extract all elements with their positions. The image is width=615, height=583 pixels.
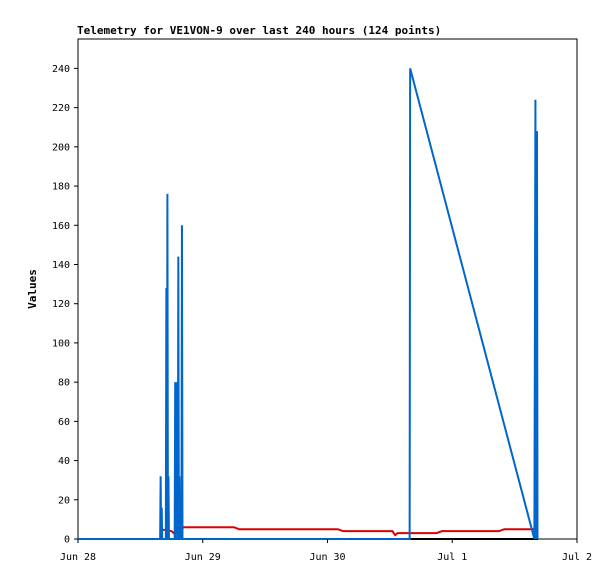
y-tick-label: 240 — [52, 64, 70, 75]
y-tick-label: 220 — [52, 103, 70, 114]
y-tick-label: 40 — [58, 456, 70, 467]
y-tick-label: 180 — [52, 182, 70, 193]
x-tick-label: Jun 28 — [60, 552, 96, 563]
y-tick-label: 100 — [52, 338, 70, 349]
x-tick-label: Jun 29 — [185, 552, 221, 563]
y-tick-label: 20 — [58, 495, 70, 506]
x-tick-label: Jul 1 — [437, 552, 467, 563]
series-line-1 — [78, 68, 539, 540]
plot-area — [77, 38, 578, 540]
x-tick-label: Jun 30 — [309, 552, 345, 563]
y-tick-label: 120 — [52, 299, 70, 310]
y-tick-label: 80 — [58, 378, 70, 389]
chart-title: Telemetry for VE1VON-9 over last 240 hou… — [77, 24, 441, 37]
y-axis-label: Values — [26, 269, 39, 309]
y-tick-label: 60 — [58, 417, 70, 428]
y-tick-label: 0 — [64, 535, 70, 546]
x-axis: Jun 28 Jun 29 Jun 30 Jul 1 Jul 2 — [60, 539, 592, 563]
y-tick-label: 160 — [52, 221, 70, 232]
x-tick-label: Jul 2 — [562, 552, 592, 563]
y-tick-label: 140 — [52, 260, 70, 271]
y-tick-label: 200 — [52, 142, 70, 153]
series-layer — [78, 68, 539, 540]
y-axis: 0 20 40 60 80 100 120 140 160 180 200 220 240 — [52, 64, 78, 546]
